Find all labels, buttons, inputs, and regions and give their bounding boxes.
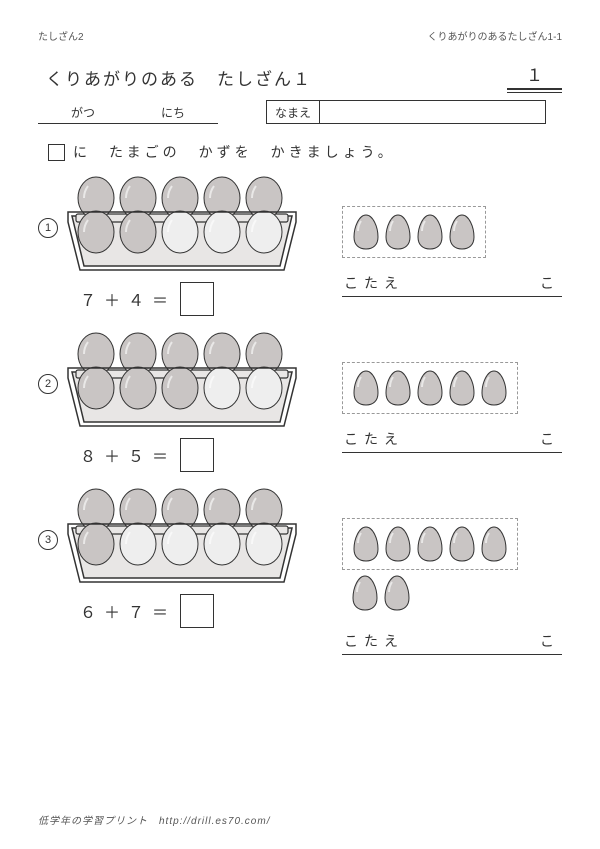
answer-line[interactable]: こたえ こ (342, 426, 562, 453)
loose-eggs-box (342, 362, 518, 414)
answer-line[interactable]: こたえ こ (342, 628, 562, 655)
equation: ６ ＋ ７ ＝ (66, 594, 324, 628)
equation: ８ ＋ ５ ＝ (66, 438, 324, 472)
extra-eggs (342, 570, 562, 616)
equals-icon: ＝ (152, 287, 176, 311)
problem-number: 2 (38, 374, 58, 394)
answer-box[interactable] (180, 438, 214, 472)
worksheet-title: くりあがりのある たしざん１ (38, 65, 507, 90)
operand-a: ７ (80, 287, 104, 311)
operand-a: ８ (80, 443, 104, 467)
operand-b: ７ (128, 599, 152, 623)
operand-a: ６ (80, 599, 104, 623)
answer-line[interactable]: こたえ こ (342, 270, 562, 297)
plus-icon: ＋ (104, 287, 128, 311)
name-label: なまえ (267, 101, 320, 123)
plus-icon: ＋ (104, 599, 128, 623)
header-left: たしざん2 (38, 28, 84, 43)
equation: ７ ＋ ４ ＝ (66, 282, 324, 316)
instruction-text: に たまごの かずを かきましょう。 (73, 142, 396, 162)
problem-number: 1 (38, 218, 58, 238)
plus-icon: ＋ (104, 443, 128, 467)
day-label: にち (128, 104, 218, 121)
answer-box[interactable] (180, 282, 214, 316)
date-field[interactable]: がつ にち (38, 103, 218, 124)
operand-b: ４ (128, 287, 152, 311)
equals-icon: ＝ (152, 443, 176, 467)
answer-unit: こ (540, 273, 560, 293)
problem-number: 3 (38, 530, 58, 550)
answer-unit: こ (540, 631, 560, 651)
loose-eggs-box (342, 206, 486, 258)
loose-eggs-box (342, 518, 518, 570)
checkbox-icon (48, 144, 65, 161)
answer-label: こたえ (344, 631, 404, 651)
answer-label: こたえ (344, 273, 404, 293)
page-number: １ (507, 61, 562, 90)
equals-icon: ＝ (152, 599, 176, 623)
name-field[interactable]: なまえ (266, 100, 546, 124)
month-label: がつ (38, 104, 128, 121)
operand-b: ５ (128, 443, 152, 467)
answer-unit: こ (540, 429, 560, 449)
answer-box[interactable] (180, 594, 214, 628)
egg-tray (66, 176, 298, 274)
footer-credit: 低学年の学習プリント http://drill.es70.com/ (38, 812, 270, 827)
egg-tray (66, 488, 298, 586)
egg-tray (66, 332, 298, 430)
header-right: くりあがりのあるたしざん1-1 (428, 28, 562, 43)
answer-label: こたえ (344, 429, 404, 449)
